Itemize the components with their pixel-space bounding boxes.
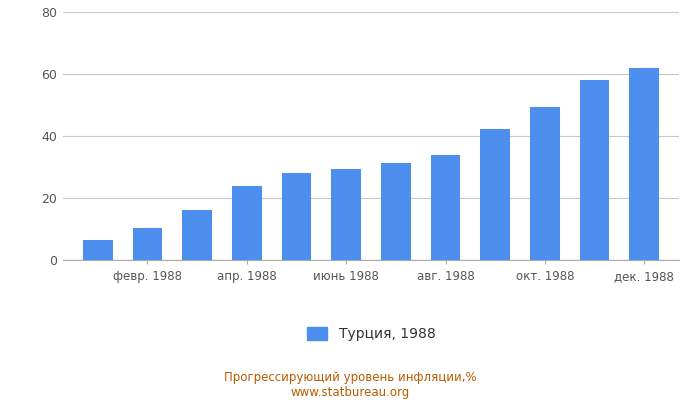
- Bar: [530, 106, 560, 260]
- Text: www.statbureau.org: www.statbureau.org: [290, 386, 410, 399]
- Bar: [580, 80, 610, 260]
- Legend: Турция, 1988: Турция, 1988: [301, 322, 441, 347]
- Bar: [381, 163, 411, 260]
- Bar: [331, 170, 361, 260]
- Bar: [182, 210, 212, 260]
- Bar: [232, 186, 262, 260]
- Bar: [480, 129, 510, 260]
- Text: Прогрессирующий уровень инфляции,%: Прогрессирующий уровень инфляции,%: [224, 372, 476, 384]
- Bar: [629, 68, 659, 260]
- Bar: [430, 154, 461, 260]
- Bar: [132, 228, 162, 260]
- Bar: [83, 240, 113, 260]
- Bar: [281, 173, 312, 260]
